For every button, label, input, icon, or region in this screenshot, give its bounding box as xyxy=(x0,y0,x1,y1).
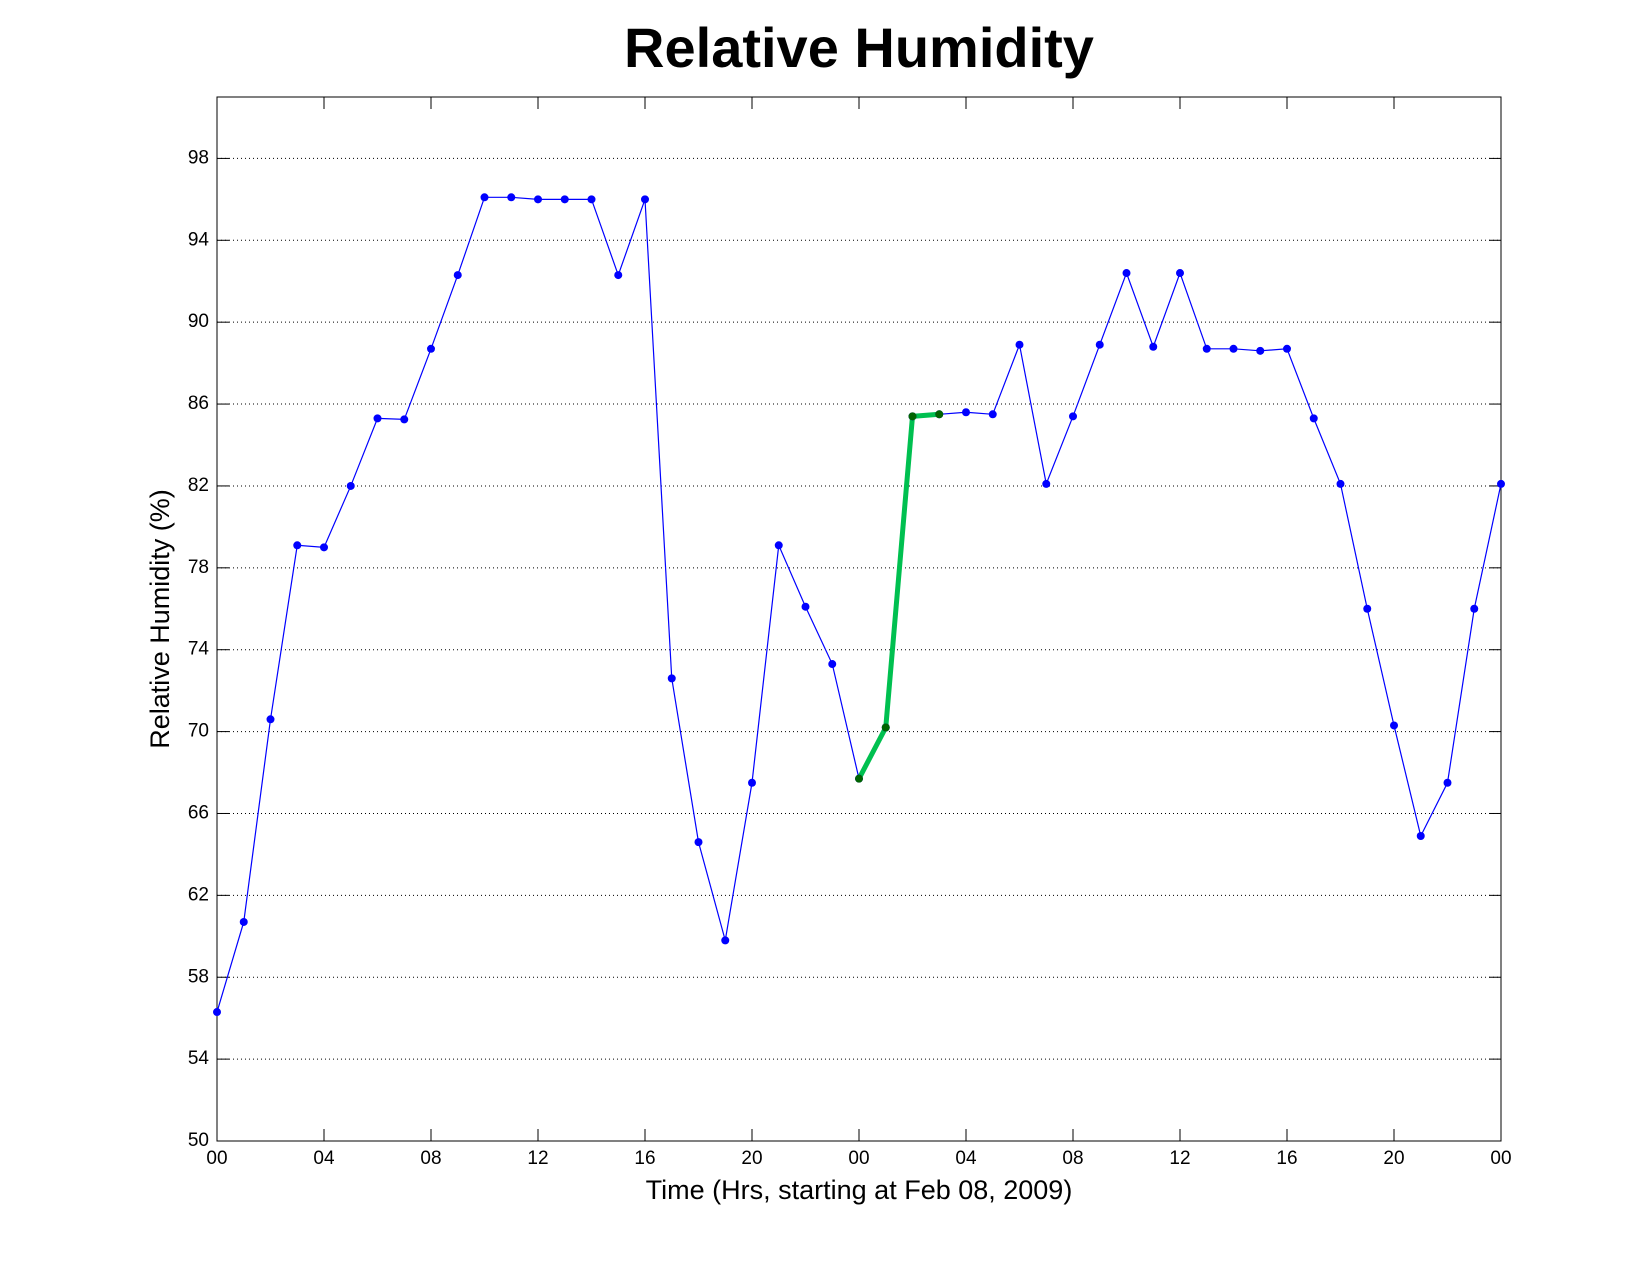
x-tick-label: 00 xyxy=(206,1148,227,1169)
data-point xyxy=(320,543,328,552)
data-point xyxy=(1336,479,1345,488)
data-point xyxy=(1042,479,1051,488)
data-point xyxy=(453,271,462,280)
chart-title: Relative Humidity xyxy=(624,16,1094,79)
x-tick-label: 12 xyxy=(527,1148,548,1169)
data-point xyxy=(1202,344,1211,353)
data-point xyxy=(507,193,516,202)
y-tick-label: 78 xyxy=(188,557,209,578)
data-point xyxy=(721,936,730,945)
data-point xyxy=(560,195,569,204)
data-point xyxy=(1416,831,1425,840)
data-point xyxy=(694,838,703,847)
x-tick-label: 20 xyxy=(741,1148,762,1169)
data-point xyxy=(1149,342,1158,351)
x-tick-label: 04 xyxy=(955,1148,977,1169)
data-point xyxy=(1229,344,1238,353)
y-tick-label: 50 xyxy=(188,1130,209,1151)
data-point xyxy=(1497,479,1505,488)
data-point xyxy=(1015,340,1024,349)
y-tick-label: 82 xyxy=(188,475,209,496)
data-point xyxy=(935,410,944,419)
data-point xyxy=(480,193,489,202)
x-tick-label: 16 xyxy=(634,1148,655,1169)
y-tick-label: 66 xyxy=(188,802,209,823)
data-point xyxy=(641,195,649,204)
data-point xyxy=(828,660,837,669)
data-point xyxy=(774,541,783,550)
data-point xyxy=(1069,412,1077,421)
x-tick-label: 12 xyxy=(1169,1148,1190,1169)
y-tick-label: 70 xyxy=(188,721,209,742)
y-tick-label: 62 xyxy=(188,884,209,905)
data-point xyxy=(1176,269,1184,278)
plot-frame xyxy=(216,96,1502,1142)
data-point xyxy=(239,917,248,926)
data-point xyxy=(400,415,409,424)
y-tick-label: 86 xyxy=(188,393,209,414)
data-point xyxy=(614,271,623,280)
data-line xyxy=(856,411,940,780)
y-tick-label: 90 xyxy=(188,311,209,332)
data-point xyxy=(373,414,382,423)
y-tick-label: 58 xyxy=(188,966,209,987)
x-tick-label: 08 xyxy=(1062,1148,1083,1169)
data-point xyxy=(534,195,542,204)
data-point xyxy=(266,715,275,724)
data-point xyxy=(213,1008,221,1017)
data-point xyxy=(346,481,355,490)
data-point xyxy=(1309,414,1318,423)
x-axis-label: Time (Hrs, starting at Feb 08, 2009) xyxy=(646,1175,1073,1205)
x-tick-label: 00 xyxy=(848,1148,869,1169)
data-point xyxy=(293,541,302,550)
data-point xyxy=(881,723,890,732)
x-tick-label: 04 xyxy=(313,1148,335,1169)
y-tick-label: 74 xyxy=(188,639,210,660)
data-point xyxy=(1443,778,1452,787)
y-axis-label: Relative Humidity (%) xyxy=(145,489,175,749)
data-point xyxy=(587,195,596,204)
data-point xyxy=(1363,604,1372,613)
y-tick-label: 94 xyxy=(188,229,210,250)
x-tick-label: 16 xyxy=(1276,1148,1297,1169)
x-tick-label: 08 xyxy=(420,1148,441,1169)
data-point xyxy=(748,778,756,787)
x-tick-label: 00 xyxy=(1490,1148,1511,1169)
x-tick-label: 20 xyxy=(1383,1148,1404,1169)
y-tick-label: 98 xyxy=(188,147,209,168)
data-point xyxy=(962,408,970,417)
data-point xyxy=(988,410,997,419)
data-point xyxy=(1256,346,1265,355)
data-point xyxy=(1390,721,1398,730)
data-point xyxy=(427,344,435,353)
data-point xyxy=(1283,344,1291,353)
data-point xyxy=(1095,340,1104,349)
data-point xyxy=(1470,604,1479,613)
data-point xyxy=(801,602,810,611)
y-tick-label: 54 xyxy=(188,1048,210,1069)
data-point xyxy=(855,774,863,783)
data-point xyxy=(908,412,917,421)
data-point xyxy=(667,674,676,683)
data-point xyxy=(1122,269,1131,278)
